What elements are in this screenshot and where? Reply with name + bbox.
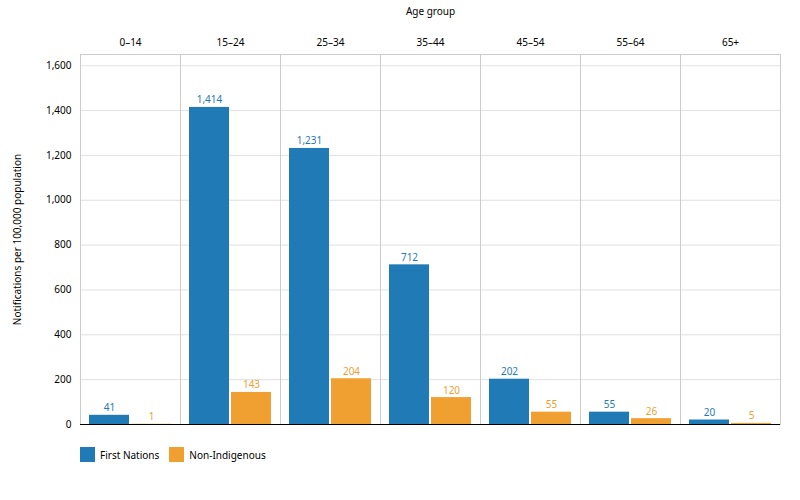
svg-text:41: 41	[104, 400, 115, 414]
svg-text:26: 26	[646, 404, 658, 418]
svg-text:400: 400	[54, 327, 71, 341]
svg-text:0–14: 0–14	[119, 35, 141, 49]
svg-text:1,000: 1,000	[46, 192, 72, 206]
svg-text:1,600: 1,600	[46, 58, 72, 72]
svg-text:204: 204	[343, 364, 360, 378]
svg-text:800: 800	[54, 237, 71, 251]
svg-text:5: 5	[749, 408, 755, 422]
svg-text:202: 202	[501, 364, 518, 378]
svg-text:0: 0	[66, 417, 72, 431]
svg-text:55: 55	[604, 397, 616, 411]
svg-text:25–34: 25–34	[317, 35, 345, 49]
html-text:First Nations: First Nations	[100, 447, 160, 462]
svg-text:Notifications per 100,000 popu: Notifications per 100,000 population	[10, 154, 24, 325]
svg-text:65+: 65+	[722, 35, 739, 49]
svg-text:712: 712	[401, 250, 418, 264]
svg-text:1,414: 1,414	[197, 92, 223, 106]
svg-text:55–64: 55–64	[617, 35, 645, 49]
svg-text:1,231: 1,231	[297, 133, 323, 147]
svg-text:1: 1	[149, 409, 155, 423]
svg-text:1,400: 1,400	[46, 103, 72, 117]
svg-text:120: 120	[443, 383, 460, 397]
svg-text:1,200: 1,200	[46, 148, 72, 162]
svg-text:20: 20	[704, 405, 716, 419]
svg-text:Age group: Age group	[406, 4, 455, 18]
svg-text:143: 143	[243, 377, 260, 391]
svg-text:35–44: 35–44	[417, 35, 445, 49]
svg-text:15–24: 15–24	[217, 35, 245, 49]
html-text:Non-Indigenous: Non-Indigenous	[189, 447, 266, 462]
svg-text:55: 55	[546, 397, 558, 411]
svg-text:45–54: 45–54	[517, 35, 545, 49]
svg-text:200: 200	[54, 372, 71, 386]
svg-text:600: 600	[54, 282, 71, 296]
